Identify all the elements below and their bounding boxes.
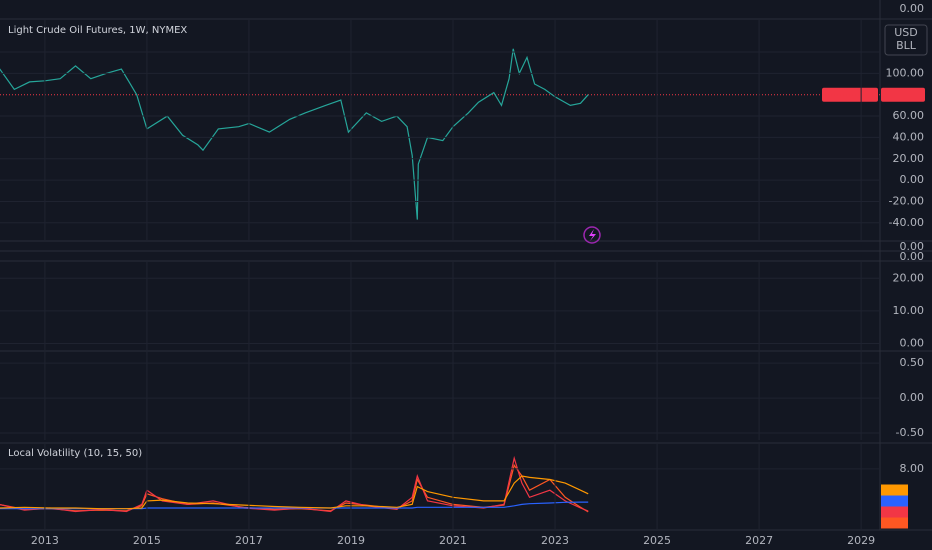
- currency-box[interactable]: [884, 24, 928, 56]
- y-tick-label: 8.00: [900, 462, 925, 475]
- icon-circle: [583, 226, 601, 244]
- currency: USD: [894, 26, 918, 39]
- series-line: [0, 455, 589, 513]
- lightning-icon[interactable]: [583, 226, 601, 244]
- last-value-box: [881, 484, 908, 496]
- y-tick-label: 0.00: [900, 391, 925, 404]
- y-tick-label: 100.00: [886, 66, 925, 79]
- x-tick-label: 2017: [235, 534, 263, 547]
- x-tick-label: 2025: [643, 534, 671, 547]
- y-tick-label: 10.00: [893, 304, 925, 317]
- series-line: [0, 475, 589, 510]
- last-value-box: [881, 517, 908, 529]
- y-tick-label: 20.00: [893, 152, 925, 165]
- y-tick-label: 20.00: [893, 271, 925, 284]
- icon-bolt: [589, 229, 596, 241]
- unit: BLL: [896, 39, 917, 52]
- y-tick-label: -0.50: [896, 426, 924, 439]
- x-tick-label: 2013: [31, 534, 59, 547]
- x-tick-label: 2023: [541, 534, 569, 547]
- y-tick-label: 0.50: [900, 356, 925, 369]
- last-value-box: [881, 506, 908, 518]
- indicator-title: Local Volatility (10, 15, 50): [8, 448, 142, 459]
- price-tag-box: [822, 87, 878, 102]
- x-tick-label: 2027: [745, 534, 773, 547]
- y-tick-label: 0.00: [900, 2, 925, 15]
- series-line: [0, 48, 589, 220]
- x-tick-label: 2019: [337, 534, 365, 547]
- y-tick-label: 0.00: [900, 250, 925, 263]
- x-tick-label: 2021: [439, 534, 467, 547]
- y-tick-label: 0.00: [900, 240, 925, 253]
- last-price-box: [881, 87, 925, 102]
- chart-title: Light Crude Oil Futures, 1W, NYMEX: [8, 25, 187, 36]
- y-tick-label: 40.00: [893, 130, 925, 143]
- y-tick-label: 60.00: [893, 109, 925, 122]
- y-tick-label: 0.00: [900, 336, 925, 349]
- y-tick-label: 0.00: [900, 173, 925, 186]
- last-value-box: [881, 495, 908, 507]
- x-tick-label: 2015: [133, 534, 161, 547]
- y-tick-label: -20.00: [889, 194, 924, 207]
- y-tick-label: -40.00: [889, 216, 924, 229]
- x-tick-label: 2029: [847, 534, 875, 547]
